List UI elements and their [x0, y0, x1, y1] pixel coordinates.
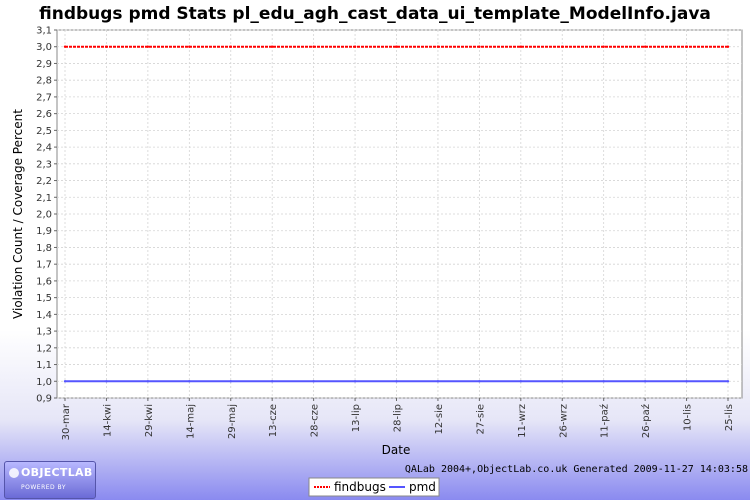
legend-box: [308, 477, 440, 497]
data-point-pmd: [436, 380, 440, 383]
x-axis-ticks: 30-mar 14-kwi 29-kwi 14-maj 29-maj 13-cze 28-c…: [61, 398, 735, 440]
data-point-findbugs: [685, 45, 688, 48]
y-tick-label: 1,5: [36, 293, 52, 304]
objectlab-logo: OBJECTLAB POWERED BY: [4, 461, 96, 499]
y-tick-label: 2,2: [36, 176, 52, 187]
data-point-pmd: [602, 380, 605, 383]
data-point-pmd: [561, 380, 564, 383]
data-point-pmd: [478, 380, 481, 383]
data-point-findbugs: [353, 45, 357, 48]
x-tick-label: 27-sie: [475, 404, 486, 434]
data-point-findbugs: [312, 45, 315, 48]
y-tick-label: 2,6: [36, 109, 52, 120]
data-point-findbugs: [602, 45, 605, 48]
data-point-pmd: [726, 380, 730, 383]
data-point-pmd: [270, 380, 274, 383]
logo-globe-icon: [9, 468, 19, 478]
x-tick-label: 14-maj: [185, 404, 196, 439]
data-point-findbugs: [63, 45, 67, 48]
series-lines: [63, 45, 730, 383]
data-point-pmd: [519, 380, 523, 383]
logo-text: OBJECTLAB: [21, 466, 93, 479]
x-tick-label: 10-lis: [683, 404, 694, 431]
data-point-findbugs: [726, 45, 730, 48]
x-tick-label: 28-lip: [393, 404, 404, 432]
y-tick-label: 1,1: [36, 360, 52, 371]
x-tick-label: 26-paź: [640, 404, 652, 438]
y-tick-label: 2,0: [36, 210, 52, 221]
y-tick-label: 3,0: [36, 42, 52, 53]
data-point-findbugs: [146, 45, 150, 48]
data-point-pmd: [63, 380, 67, 383]
data-point-pmd: [229, 380, 232, 383]
x-tick-label: 29-kwi: [144, 404, 155, 437]
x-tick-label: 26-wrz: [558, 404, 569, 438]
y-tick-label: 2,5: [36, 126, 52, 137]
x-tick-label: 11-wrz: [517, 404, 528, 438]
x-tick-label: 29-maj: [227, 404, 238, 439]
data-point-findbugs: [643, 45, 647, 48]
data-point-pmd: [643, 380, 647, 383]
y-tick-label: 1,3: [36, 327, 52, 338]
y-tick-label: 1,7: [36, 260, 52, 271]
data-point-findbugs: [519, 45, 523, 48]
y-tick-label: 2,1: [36, 193, 52, 204]
data-point-findbugs: [561, 45, 564, 48]
data-point-findbugs: [105, 45, 108, 48]
y-tick-label: 2,8: [36, 76, 52, 87]
data-point-pmd: [353, 380, 357, 383]
data-point-findbugs: [395, 45, 398, 48]
x-tick-label: 25-lis: [724, 404, 735, 431]
data-point-pmd: [105, 380, 108, 383]
y-tick-label: 1,9: [36, 226, 52, 237]
legend-label-pmd: pmd: [409, 480, 436, 494]
y-tick-label: 1,2: [36, 343, 52, 354]
data-point-pmd: [685, 380, 688, 383]
footer-credit: QALab 2004+,ObjectLab.co.uk Generated 20…: [405, 464, 748, 475]
data-point-pmd: [312, 380, 315, 383]
y-tick-label: 1,8: [36, 243, 52, 254]
plot-area: [56, 29, 743, 399]
y-tick-label: 2,7: [36, 92, 52, 103]
data-point-findbugs: [188, 45, 191, 48]
y-tick-label: 2,4: [36, 143, 52, 154]
x-tick-label: 13-cze: [268, 404, 279, 437]
y-tick-label: 3,1: [36, 26, 52, 37]
y-axis-ticks: 0,9 1,0 1,1 1,2 1,3 1,4 1,5 1,6 1,7 1,8 1,9 2,0 2,1 2…: [36, 26, 57, 405]
y-tick-label: 2,3: [36, 159, 52, 170]
x-tick-label: 13-lip: [351, 404, 362, 432]
x-tick-label: 12-sie: [434, 404, 445, 434]
y-tick-label: 2,9: [36, 59, 52, 70]
data-point-findbugs: [270, 45, 274, 48]
chart-title: findbugs pmd Stats pl_edu_agh_cast_data_…: [39, 4, 711, 24]
x-tick-label: 30-mar: [61, 403, 72, 440]
x-axis-label: Date: [382, 443, 411, 457]
gridlines: [57, 29, 742, 399]
y-tick-label: 1,4: [36, 310, 52, 321]
data-point-findbugs: [436, 45, 440, 48]
legend-label-findbugs: findbugs: [334, 480, 386, 494]
data-point-findbugs: [478, 45, 481, 48]
x-tick-label: 14-kwi: [102, 404, 113, 437]
y-tick-label: 1,6: [36, 276, 52, 287]
y-axis-label: Violation Count / Coverage Percent: [11, 109, 25, 319]
x-tick-label: 28-cze: [310, 404, 321, 437]
data-point-pmd: [146, 380, 150, 383]
logo-subtext: POWERED BY: [21, 484, 67, 491]
y-tick-label: 0,9: [36, 394, 52, 405]
data-point-findbugs: [229, 45, 232, 48]
x-tick-label: 11-paź: [599, 404, 611, 438]
data-point-pmd: [395, 380, 398, 383]
legend: findbugs pmd: [308, 477, 440, 497]
data-point-pmd: [188, 380, 191, 383]
y-tick-label: 1,0: [36, 377, 52, 388]
